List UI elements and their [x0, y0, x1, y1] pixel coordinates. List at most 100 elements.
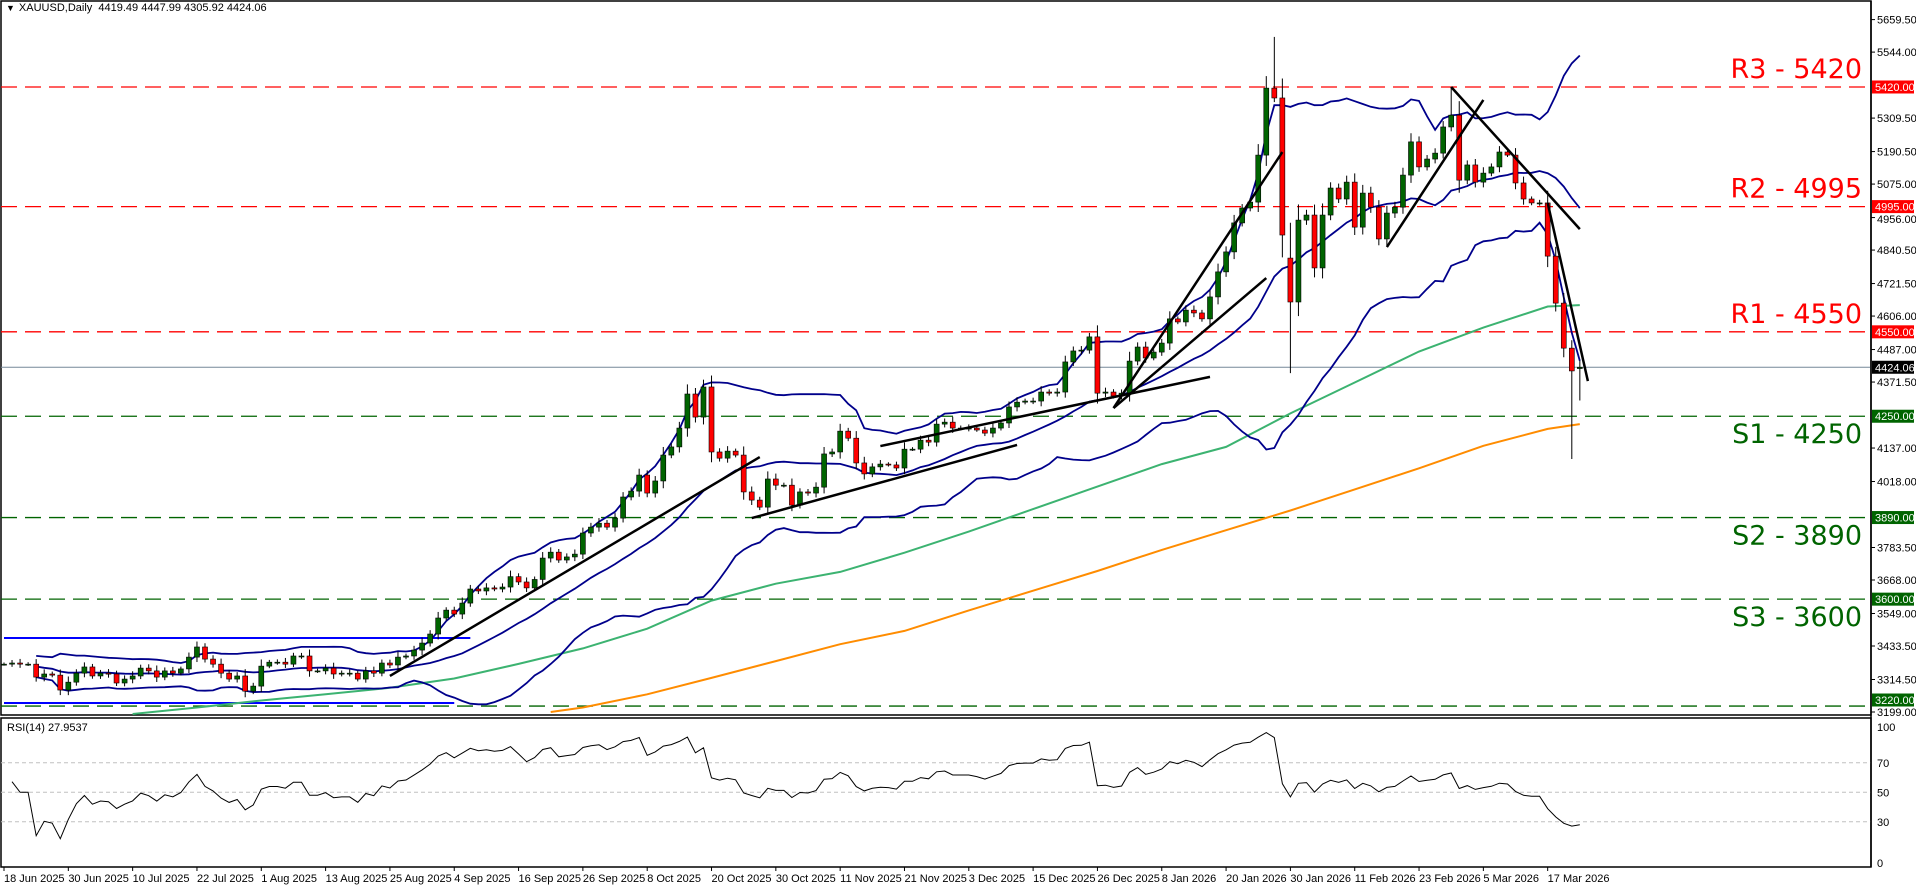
- candle[interactable]: [580, 527, 586, 559]
- candle[interactable]: [1167, 311, 1173, 350]
- candle[interactable]: [1448, 87, 1454, 132]
- candle[interactable]: [644, 470, 651, 498]
- candle[interactable]: [218, 658, 224, 679]
- candle[interactable]: [322, 664, 329, 675]
- trendline[interactable]: [1546, 202, 1590, 382]
- candle[interactable]: [1, 662, 7, 666]
- candle[interactable]: [153, 665, 160, 682]
- candle[interactable]: [210, 655, 216, 668]
- candle[interactable]: [515, 573, 522, 585]
- candle[interactable]: [1359, 184, 1366, 235]
- candle[interactable]: [628, 487, 634, 501]
- candle[interactable]: [475, 585, 482, 595]
- bollinger-lower[interactable]: [36, 221, 1581, 706]
- trendline[interactable]: [1112, 277, 1268, 410]
- candle[interactable]: [1255, 144, 1262, 212]
- candle[interactable]: [684, 384, 691, 437]
- candle[interactable]: [1287, 222, 1294, 374]
- candle[interactable]: [483, 583, 490, 596]
- candle[interactable]: [314, 668, 321, 673]
- candle[interactable]: [1577, 360, 1583, 401]
- candle[interactable]: [1496, 146, 1503, 173]
- candle[interactable]: [1175, 316, 1181, 325]
- candle[interactable]: [258, 659, 265, 693]
- candle[interactable]: [41, 669, 48, 682]
- candle[interactable]: [371, 666, 377, 678]
- candle[interactable]: [250, 682, 257, 695]
- candle[interactable]: [925, 435, 932, 447]
- candle[interactable]: [1014, 397, 1020, 412]
- candle[interactable]: [1488, 163, 1495, 177]
- candle[interactable]: [877, 459, 884, 471]
- trendline[interactable]: [1450, 86, 1581, 230]
- candle[interactable]: [491, 585, 498, 592]
- candle[interactable]: [909, 447, 916, 451]
- candle[interactable]: [507, 570, 514, 593]
- candle[interactable]: [274, 659, 281, 665]
- candle[interactable]: [290, 652, 297, 668]
- candle[interactable]: [1327, 182, 1334, 221]
- candle[interactable]: [57, 669, 64, 696]
- candle[interactable]: [861, 456, 868, 480]
- candle[interactable]: [1432, 148, 1438, 164]
- candle[interactable]: [982, 426, 988, 437]
- candle[interactable]: [781, 482, 787, 488]
- candle[interactable]: [1400, 167, 1406, 214]
- candle[interactable]: [636, 468, 642, 497]
- moving-average-orange[interactable]: [550, 423, 1580, 713]
- candle[interactable]: [9, 660, 15, 667]
- candle[interactable]: [1376, 200, 1382, 246]
- candle[interactable]: [1392, 201, 1398, 218]
- candle[interactable]: [129, 671, 136, 684]
- candle[interactable]: [49, 671, 56, 678]
- candle[interactable]: [893, 461, 900, 471]
- candle[interactable]: [1408, 133, 1414, 183]
- candle[interactable]: [563, 553, 570, 564]
- candle[interactable]: [1384, 205, 1390, 246]
- candle[interactable]: [1440, 121, 1446, 159]
- candle[interactable]: [435, 611, 441, 640]
- candle[interactable]: [1022, 398, 1028, 405]
- candle[interactable]: [829, 448, 835, 457]
- candle[interactable]: [234, 672, 240, 683]
- candle[interactable]: [97, 669, 104, 679]
- candle[interactable]: [764, 471, 771, 514]
- candle[interactable]: [1311, 204, 1318, 278]
- candle[interactable]: [1464, 160, 1471, 185]
- candle[interactable]: [362, 666, 369, 683]
- candle[interactable]: [1150, 349, 1157, 361]
- candle[interactable]: [1335, 183, 1342, 204]
- candle[interactable]: [1279, 78, 1286, 258]
- candle[interactable]: [1223, 246, 1229, 277]
- candle[interactable]: [1183, 305, 1189, 327]
- candle[interactable]: [1191, 305, 1197, 318]
- candle[interactable]: [145, 664, 152, 675]
- candle[interactable]: [443, 607, 450, 621]
- candle[interactable]: [427, 630, 433, 647]
- candle[interactable]: [1343, 175, 1350, 205]
- candle[interactable]: [467, 584, 474, 607]
- candle[interactable]: [740, 446, 747, 500]
- candle[interactable]: [756, 496, 763, 511]
- candle[interactable]: [805, 488, 811, 496]
- candle[interactable]: [1351, 173, 1358, 235]
- candle[interactable]: [885, 462, 892, 467]
- candle[interactable]: [17, 658, 23, 668]
- candle[interactable]: [354, 670, 361, 682]
- candle[interactable]: [620, 492, 626, 523]
- candle[interactable]: [25, 662, 31, 666]
- candle[interactable]: [1472, 158, 1479, 188]
- candle[interactable]: [1271, 36, 1278, 103]
- candle[interactable]: [395, 651, 401, 670]
- candle[interactable]: [1134, 342, 1141, 366]
- candle[interactable]: [89, 663, 96, 679]
- candle[interactable]: [1416, 136, 1422, 172]
- candle[interactable]: [81, 662, 88, 678]
- candle[interactable]: [1054, 388, 1061, 397]
- candle[interactable]: [1456, 101, 1463, 193]
- candle[interactable]: [539, 552, 546, 585]
- candle[interactable]: [105, 669, 112, 678]
- collapse-triangle-icon[interactable]: ▼: [6, 3, 15, 13]
- candle[interactable]: [1295, 204, 1302, 317]
